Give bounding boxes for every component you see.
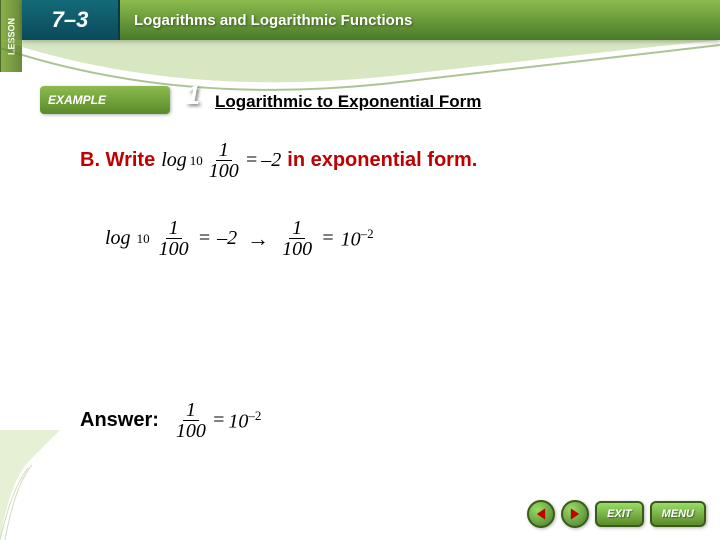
- lesson-tab: LESSON: [0, 0, 22, 72]
- nav-bar: EXIT MENU: [527, 500, 706, 528]
- example-number: 1: [186, 80, 200, 111]
- next-button[interactable]: [561, 500, 589, 528]
- triangle-right-icon: [568, 507, 582, 521]
- menu-button[interactable]: MENU: [650, 501, 706, 527]
- example-banner: EXAMPLE 1: [40, 86, 208, 118]
- slide: LESSON 7–3 Logarithms and Logarithmic Fu…: [0, 0, 720, 540]
- answer-line: Answer: 1 100 = 10–2: [80, 400, 261, 441]
- prev-button[interactable]: [527, 500, 555, 528]
- section-title: Logarithms and Logarithmic Functions: [120, 12, 412, 29]
- problem-prefix: B. Write: [80, 149, 155, 172]
- book-decoration-icon: [0, 430, 60, 540]
- section-number: 7–3: [22, 0, 120, 40]
- triangle-left-icon: [534, 507, 548, 521]
- worked-solution: log10 1 100 = –2 → 1 100 = 10–2: [105, 218, 374, 259]
- problem-expression: log10 1 100 = –2: [161, 140, 281, 181]
- exit-button[interactable]: EXIT: [595, 501, 643, 527]
- title-bar: 7–3 Logarithms and Logarithmic Functions: [22, 0, 720, 40]
- example-title: Logarithmic to Exponential Form: [215, 92, 481, 112]
- problem-suffix: in exponential form.: [287, 149, 477, 172]
- answer-expression: 1 100 = 10–2: [173, 400, 262, 441]
- answer-label: Answer:: [80, 409, 159, 432]
- implies-arrow-icon: →: [247, 226, 269, 252]
- example-label: EXAMPLE: [40, 86, 170, 114]
- problem-statement: B. Write log10 1 100 = –2 in exponential…: [80, 140, 477, 181]
